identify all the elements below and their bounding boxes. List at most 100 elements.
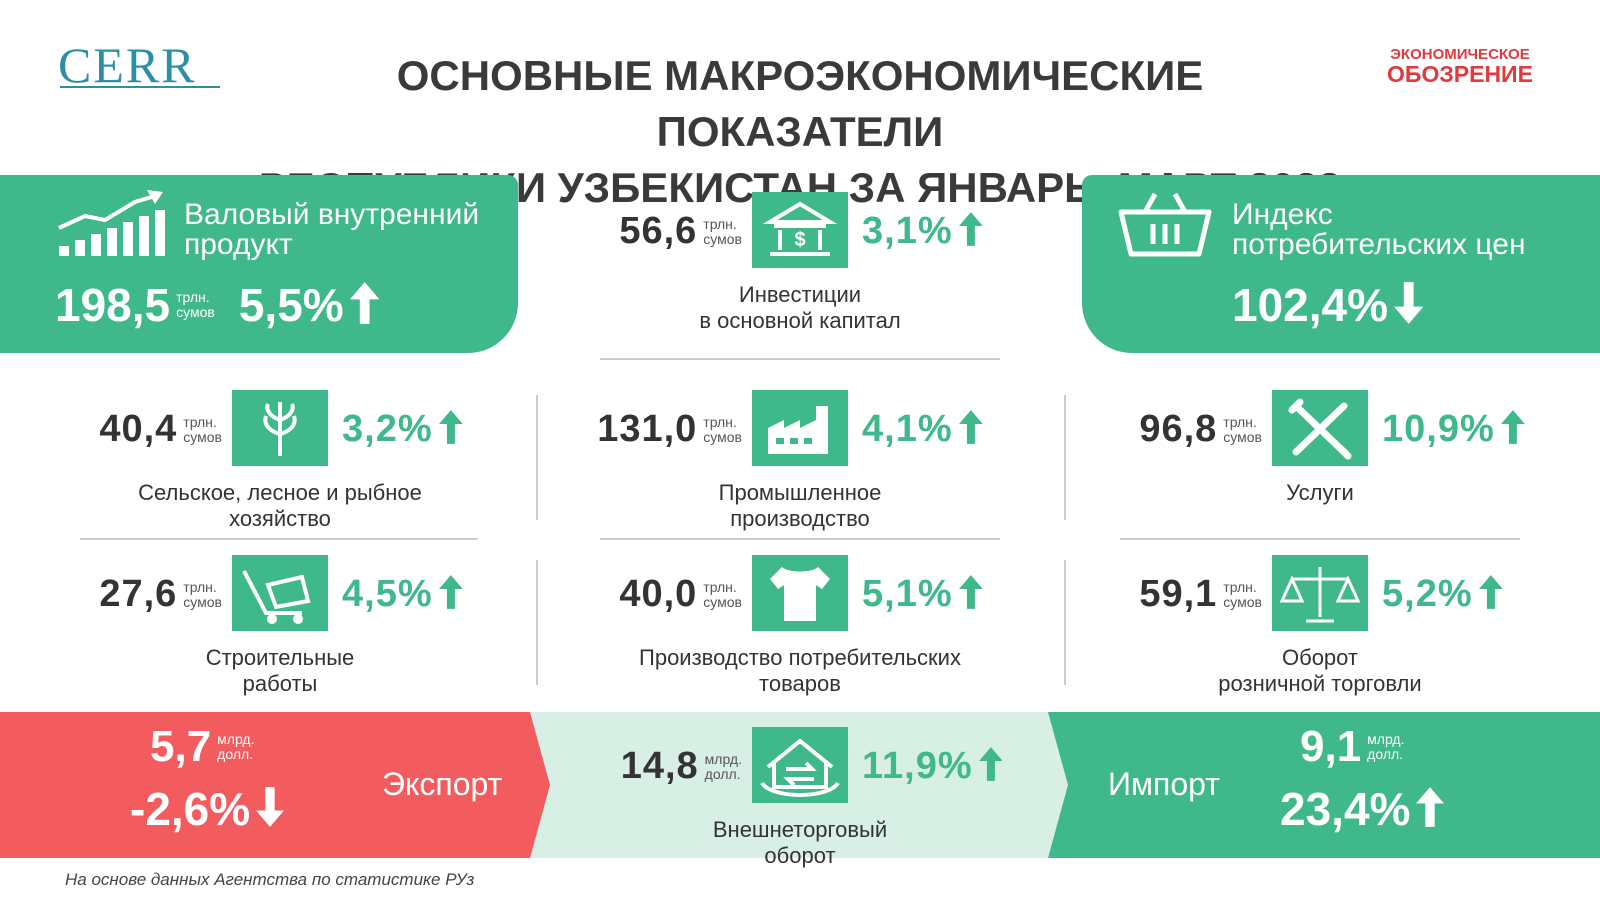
unit-line: трлн.: [1223, 578, 1257, 595]
divider: [600, 538, 1000, 540]
change-group: 5,2%: [1382, 573, 1503, 616]
label-line: Внешнеторговый: [712, 817, 888, 842]
export-value: 5,7 млрд. долл.: [150, 722, 255, 772]
label-line: товаров: [759, 671, 841, 696]
unit: трлн. сумов: [183, 578, 222, 610]
label: Строительные работы: [40, 645, 520, 697]
unit: млрд. долл.: [1367, 732, 1404, 762]
unit-line: трлн.: [703, 413, 737, 430]
icon: [1272, 390, 1368, 466]
value-group: 40,4 трлн. сумов: [0, 408, 222, 451]
label-line: хозяйство: [229, 506, 331, 531]
unit: трлн. сумов: [703, 578, 742, 610]
label: Внешнеторговый оборот: [560, 817, 1040, 869]
label: Услуги: [1080, 480, 1560, 506]
svg-text:$: $: [794, 229, 805, 251]
unit-line: сумов: [183, 428, 222, 445]
icon: [752, 390, 848, 466]
unit-line: долл.: [1367, 746, 1404, 762]
change-group: 3,2%: [342, 408, 463, 451]
cpi-icon: [1118, 192, 1212, 257]
label-line: в основной капитал: [699, 308, 901, 333]
source: На основе данных Агентства по статистике…: [65, 870, 475, 889]
cpi-value: 102,4%: [1232, 278, 1424, 332]
label-line: Индекс: [1232, 198, 1333, 231]
label: Оборот розничной торговли: [1080, 645, 1560, 697]
unit-line: трлн.: [183, 413, 217, 430]
label-line: Сельское, лесное и рыбное: [138, 480, 422, 505]
logo-rule: [60, 86, 220, 88]
unit-line: сумов: [703, 230, 742, 247]
label-line: розничной торговли: [1218, 671, 1422, 696]
unit-line: трлн.: [183, 578, 217, 595]
value: 131,0: [597, 408, 698, 450]
unit-line: сумов: [703, 593, 742, 610]
cpi-box: [1082, 175, 1600, 353]
change: 11,9%: [862, 745, 973, 787]
arrow-up: [1416, 786, 1445, 832]
unit-line: сумов: [183, 593, 222, 610]
unit-line: сумов: [703, 428, 742, 445]
unit: трлн. сумов: [183, 413, 222, 445]
arrow-up: [978, 747, 1003, 786]
unit-line: долл.: [217, 746, 254, 762]
value: 59,1: [1139, 573, 1218, 615]
arrow-down: [1394, 281, 1424, 329]
unit-line: трлн.: [176, 289, 210, 305]
change: 5,1%: [862, 573, 953, 615]
value-group: 96,8 трлн. сумов: [990, 408, 1262, 451]
unit-line: сумов: [1223, 593, 1262, 610]
change-group: 4,5%: [342, 573, 463, 616]
change: 5,5%: [238, 279, 344, 331]
label-line: Валовый внутренний: [184, 198, 480, 231]
value-group: 131,0 трлн. сумов: [470, 408, 742, 451]
import-label: Импорт: [1108, 766, 1220, 802]
label-line: Промышленное: [718, 480, 882, 505]
export-change: -2,6%: [130, 782, 285, 836]
import-change: 23,4%: [1280, 782, 1445, 836]
arrow-up: [958, 212, 983, 251]
unit: трлн. сумов: [1223, 414, 1262, 445]
change-group: 5,1%: [862, 573, 983, 616]
value-group: 14,8 млрд. долл.: [470, 745, 742, 788]
arrow-up: [1478, 575, 1503, 614]
brand: ЭКОНОМИЧЕСКОЕ ОБОЗРЕНИЕ: [1370, 46, 1550, 87]
icon: [752, 727, 848, 803]
icon: [1272, 555, 1368, 631]
change-group: 3,1%: [862, 210, 983, 253]
unit-line: млрд.: [704, 750, 742, 767]
divider: [600, 358, 1000, 360]
brand-line: ОБОЗРЕНИЕ: [1387, 61, 1533, 87]
unit-line: млрд.: [217, 731, 255, 747]
arrow-up: [438, 575, 463, 614]
value: 5,7: [150, 722, 212, 771]
gdp-value: 198,5 трлн. сумов 5,5%: [55, 278, 380, 332]
unit-line: долл.: [704, 765, 741, 782]
brand-line: ЭКОНОМИЧЕСКОЕ: [1390, 46, 1530, 63]
value-group: 27,6 трлн. сумов: [0, 573, 222, 616]
unit: млрд. долл.: [704, 750, 742, 782]
divider: [1064, 560, 1066, 685]
change: 4,5%: [342, 573, 433, 615]
gdp-box: [0, 175, 518, 353]
label: Производство потребительских товаров: [560, 645, 1040, 697]
change: 102,4%: [1232, 279, 1389, 331]
value-group: 59,1 трлн. сумов: [990, 573, 1262, 616]
label-line: Оборот: [1281, 645, 1358, 670]
change: 3,2%: [342, 408, 433, 450]
icon: [232, 390, 328, 466]
value: 198,5: [55, 279, 171, 331]
unit: млрд. долл.: [217, 732, 254, 762]
divider: [536, 560, 538, 685]
unit-line: млрд.: [1367, 731, 1405, 747]
label-line: Производство потребительских: [639, 645, 961, 670]
unit-line: трлн.: [703, 578, 737, 595]
unit-line: трлн.: [703, 215, 737, 232]
gdp-label: Валовый внутренний продукт: [184, 200, 479, 260]
unit: трлн. сумов: [176, 290, 215, 320]
arrow-up: [958, 575, 983, 614]
divider: [80, 538, 478, 540]
value: 27,6: [99, 573, 178, 615]
value-group: 56,6 трлн. сумов: [470, 210, 742, 253]
divider: [1120, 538, 1520, 540]
